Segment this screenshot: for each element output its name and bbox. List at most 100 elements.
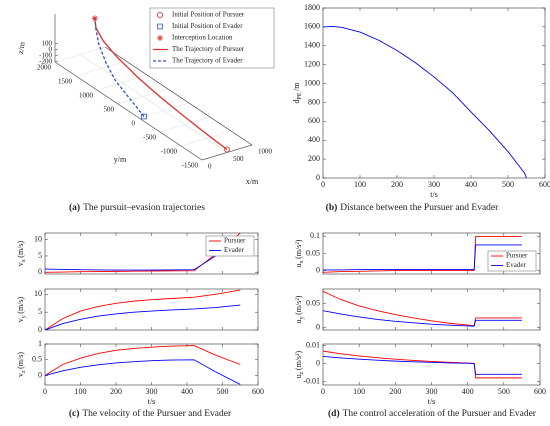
y-label-unit: /m [292, 82, 301, 91]
y-label-unit: (m/s²) [294, 239, 303, 259]
plot-area [322, 7, 546, 179]
x-tick-label: 100 [354, 180, 366, 189]
x-tick-label: 0 [208, 163, 212, 171]
y-tick-label: 0 [316, 265, 320, 274]
marker-circle [223, 146, 230, 153]
x-tick-label: 400 [462, 387, 474, 396]
y-label-unit: (m/s²) [294, 295, 303, 315]
trajectory [94, 18, 145, 117]
x-tick-label: 600 [252, 387, 264, 396]
y-tick-label: 1000 [79, 92, 94, 100]
data-line [323, 25, 527, 178]
y-label-main: u [294, 374, 303, 378]
y-tick-label: 1600 [304, 22, 320, 31]
marker-circle [156, 11, 163, 18]
y-label-sub: PE [297, 92, 303, 99]
y-tick-label: 10 [34, 289, 42, 298]
y-tick-label: 5 [38, 307, 42, 316]
marker [157, 23, 163, 30]
y-axis-label: uy(m/s²) [294, 295, 306, 323]
legend-label: The Trajectory of Pursuer [172, 45, 245, 53]
data-line [323, 235, 522, 273]
y-axis-label: uz(m/s²) [294, 350, 306, 378]
z-axis-label: z/m [16, 40, 27, 54]
y-label-main: v [16, 373, 25, 377]
legend-label: Evader [506, 261, 526, 269]
y-tick-label: 1400 [304, 41, 320, 50]
y-tick-label: 0 [316, 173, 320, 182]
caption: (a) The pursuit–evasion trajectories [69, 202, 205, 213]
y-label-main: d [292, 99, 301, 103]
marker [141, 113, 147, 120]
x-tick-label: 0 [43, 387, 47, 396]
plot-area [322, 343, 541, 386]
y-label-sub: x [299, 260, 305, 263]
x-tick-label: 600 [534, 387, 546, 396]
y-tick-label: 1500 [58, 78, 73, 86]
legend-box [149, 7, 275, 69]
y-tick-label: 0 [132, 120, 136, 128]
marker-square [157, 23, 163, 30]
caption-text: The pursuit–evasion trajectories [83, 203, 205, 213]
y-tick-label: 0 [38, 370, 42, 379]
caption-text: The control acceleration of the Pursuer … [343, 408, 537, 419]
x-tick-label: 300 [428, 180, 440, 189]
data-line [323, 356, 522, 375]
marker-star [157, 35, 163, 41]
y-tick-label: 10 [34, 234, 42, 243]
y-tick-label: 2000 [37, 64, 52, 72]
y-tick-label: 200 [308, 154, 320, 163]
tick-mark [54, 48, 59, 51]
y-tick-label: 0.05 [306, 298, 320, 307]
data-line [323, 310, 522, 327]
z-tick-label: -200 [39, 58, 52, 66]
legend-label: Initial Position of Pursuer [172, 11, 245, 19]
x-axis-label: t/s [428, 397, 436, 406]
z-tick-label: 100 [42, 40, 53, 48]
y-axis-label: y/m [114, 155, 127, 164]
x-tick-label: 400 [465, 180, 477, 189]
data-line [45, 304, 241, 330]
y-tick-label: -500 [143, 134, 156, 142]
y-tick-label: 0 [316, 322, 320, 331]
y-tick-label: -1500 [182, 162, 199, 170]
y-label-main: u [294, 263, 303, 267]
trajectory [94, 18, 228, 151]
x-tick-label: 100 [353, 387, 365, 396]
y-tick-label: 0.01 [306, 341, 320, 350]
y-label-unit: (m/s) [16, 296, 25, 313]
data-line [323, 291, 522, 327]
y-tick-label: 0.5 [32, 355, 42, 364]
tick-mark [54, 54, 59, 57]
x-tick-label: 300 [146, 387, 158, 396]
y-label-unit: (m/s) [16, 240, 25, 257]
y-tick-label: 0.1 [310, 231, 320, 240]
marker-square [141, 113, 147, 120]
y-tick-label: 500 [104, 106, 115, 114]
y-axis-label: vx (m/s) [16, 240, 28, 266]
caption-label: (d) [328, 408, 340, 419]
tick-mark [54, 42, 59, 45]
data-line [323, 350, 522, 379]
x-tick-label: 500 [233, 155, 244, 163]
axis-edge [54, 46, 253, 161]
x-tick-label: 600 [539, 180, 550, 189]
y-axis-label: dPE/m [292, 82, 304, 104]
caption: (c) The velocity of the Pursuer and Evade… [69, 408, 232, 419]
grid-line [79, 54, 228, 153]
y-tick-label: 1200 [304, 59, 320, 68]
legend-label: Initial Position of Evader [172, 22, 243, 30]
y-axis-label: vz(m/s) [16, 352, 28, 377]
x-tick-label: 100 [75, 387, 87, 396]
y-axis-label: vy (m/s) [16, 296, 28, 322]
marker-star [91, 15, 98, 22]
y-tick-label: 1000 [304, 78, 320, 87]
y-tick-label: 1 [38, 339, 42, 348]
caption-label: (b) [326, 202, 338, 213]
legend-label: Interception Location [172, 34, 233, 42]
x-tick-label: 500 [217, 387, 229, 396]
y-tick-label: -1000 [161, 148, 178, 156]
x-axis-label: x/m [246, 177, 259, 186]
y-tick-label: 400 [308, 135, 320, 144]
